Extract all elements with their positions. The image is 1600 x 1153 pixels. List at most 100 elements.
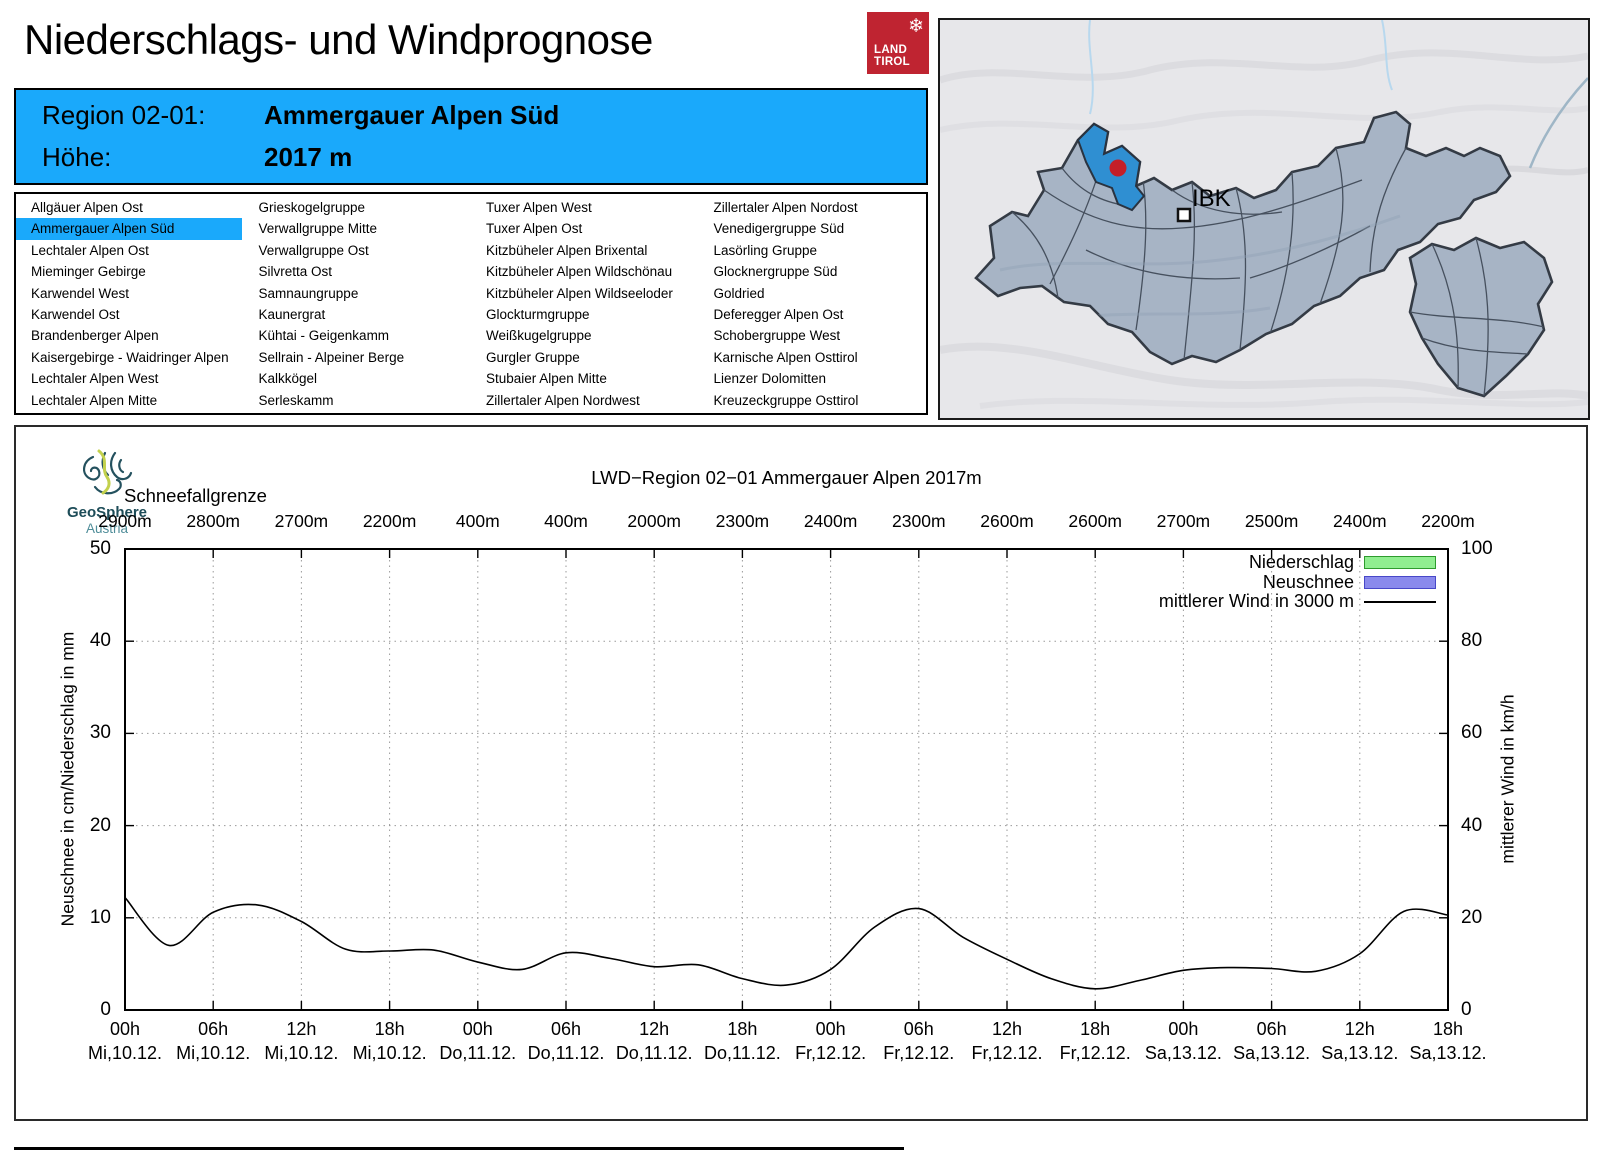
x-tick-date-label: Sa,13.12.	[1233, 1043, 1311, 1063]
region-list-item[interactable]: Lechtaler Alpen West	[31, 371, 159, 387]
region-list-item[interactable]: Serleskamm	[258, 392, 334, 408]
land-tirol-logo-text: LAND TIROL	[874, 44, 910, 68]
snowline-value: 2300m	[715, 511, 770, 531]
x-tick-hour-label: 12h	[1344, 1019, 1375, 1039]
region-selector-list: Allgäuer Alpen Ost Ammergauer Alpen Süd Le…	[14, 192, 928, 415]
x-tick-date-label: Mi,10.12.	[87, 1043, 163, 1063]
altitude-value: 2017 m	[264, 142, 353, 172]
x-tick-date-label: Fr,12.12.	[795, 1043, 867, 1063]
x-tick-hour-label: 12h	[991, 1019, 1023, 1039]
region-list-item[interactable]: Brandenberger Alpen	[31, 328, 159, 344]
region-list-item[interactable]: Gurgler Gruppe	[486, 349, 580, 365]
x-tick-date-label: Fr,12.12.	[883, 1043, 955, 1063]
snowline-value: 2200m	[1421, 511, 1475, 531]
bottom-divider-line	[14, 1147, 904, 1150]
x-tick-hour-label: 00h	[815, 1019, 846, 1039]
land-tirol-logo: ❄ LAND TIROL	[867, 12, 929, 74]
east-tirol-region	[1408, 236, 1554, 398]
region-list-item[interactable]: Kitzbüheler Alpen Brixental	[486, 242, 648, 258]
region-list-item-selected[interactable]: Ammergauer Alpen Süd	[16, 218, 242, 240]
region-list-item[interactable]: Sellrain - Alpeiner Berge	[258, 349, 405, 365]
region-list-item[interactable]: Tuxer Alpen Ost	[486, 221, 583, 237]
x-tick-date-label: Do,11.12.	[615, 1043, 693, 1063]
river-line	[1528, 77, 1589, 169]
region-list-column: Tuxer Alpen West Tuxer Alpen Ost Kitzbühel…	[471, 197, 697, 411]
x-tick-date-label: Do,11.12.	[704, 1043, 781, 1063]
region-list-item[interactable]: Glockturmgruppe	[486, 306, 590, 322]
region-list-item[interactable]: Zillertaler Alpen Nordwest	[486, 392, 640, 408]
legend-label: mittlerer Wind in 3000 m	[1158, 591, 1354, 612]
region-list-item[interactable]: Samnaungruppe	[258, 285, 359, 301]
region-list-item[interactable]: Zillertaler Alpen Nordost	[713, 200, 858, 215]
y-tick-label-right: 20	[1461, 906, 1483, 928]
legend-row: Niederschlag	[1159, 552, 1436, 573]
region-list-item[interactable]: Kitzbüheler Alpen Wildschönau	[486, 264, 673, 280]
region-list-item[interactable]: Kreuzeckgruppe Osttirol	[713, 392, 859, 408]
legend-bar-swatch	[1364, 575, 1436, 589]
snowline-value: 2600m	[980, 511, 1034, 531]
region-list-item[interactable]: Kaisergebirge - Waidringer Alpen	[31, 349, 229, 365]
region-list-item[interactable]: Lienzer Dolomitten	[713, 371, 827, 387]
x-tick-date-label: Mi,10.12.	[264, 1043, 339, 1063]
x-tick-hour-label: 18h	[727, 1019, 758, 1039]
region-info-row: Region 02-01: Ammergauer Alpen Süd	[42, 100, 559, 131]
region-list-item[interactable]: Deferegger Alpen Ost	[713, 306, 844, 322]
y-tick-label-right: 60	[1461, 722, 1483, 744]
inner-region-borders	[1410, 238, 1549, 396]
snowline-value: 2900m	[98, 511, 152, 531]
y-tick-label-left: 50	[89, 538, 111, 559]
region-list-item[interactable]: Grieskogelgruppe	[258, 200, 366, 215]
x-tick-date-label: Mi,10.12.	[352, 1043, 427, 1063]
region-list-item[interactable]: Tuxer Alpen West	[486, 200, 592, 215]
legend-row: Neuschnee	[1159, 572, 1436, 593]
region-list-item[interactable]: Lasörling Gruppe	[713, 242, 818, 258]
y-tick-label-left: 40	[89, 630, 111, 652]
legend-bar-swatch	[1364, 556, 1436, 570]
region-list-item[interactable]: Schobergruppe West	[713, 328, 841, 344]
region-list-column: Allgäuer Alpen Ost Ammergauer Alpen Süd Le…	[16, 197, 242, 411]
region-list-item[interactable]: Allgäuer Alpen Ost	[31, 200, 143, 215]
x-tick-date-label: Sa,13.12.	[1321, 1043, 1399, 1063]
region-list-item[interactable]: Silvretta Ost	[258, 264, 333, 280]
y-tick-label-left: 0	[100, 999, 111, 1020]
snowline-value: 2500m	[1244, 511, 1299, 531]
ibk-label: IBK	[1192, 185, 1231, 212]
region-list-item[interactable]: Karwendel Ost	[31, 306, 120, 322]
region-list-item[interactable]: Karwendel West	[31, 285, 130, 301]
y-tick-label-right: 100	[1461, 538, 1493, 559]
x-tick-hour-label: 12h	[286, 1019, 317, 1039]
region-value: Ammergauer Alpen Süd	[264, 100, 560, 130]
x-tick-date-label: Fr,12.12.	[971, 1043, 1043, 1063]
region-list-item[interactable]: Lechtaler Alpen Mitte	[31, 392, 158, 408]
region-label: Region 02-01:	[42, 100, 206, 130]
region-list-item[interactable]: Kaunergrat	[258, 306, 326, 322]
region-list-item[interactable]: Goldried	[713, 285, 765, 301]
region-list-item[interactable]: Karnische Alpen Osttirol	[713, 349, 858, 365]
region-list-item[interactable]: Venedigergruppe Süd	[713, 221, 845, 237]
tirol-region-map[interactable]: IBK	[938, 19, 1589, 418]
altitude-info-row: Höhe: 2017 m	[42, 142, 352, 173]
region-list-item[interactable]: Weißkugelgruppe	[486, 328, 592, 344]
geosphere-logo: GeoSphere Austria	[52, 447, 162, 536]
geosphere-country: Austria	[85, 521, 129, 536]
region-list-item[interactable]: Kitzbüheler Alpen Wildseeloder	[486, 285, 673, 301]
snowline-value: 2600m	[1068, 511, 1122, 531]
region-list-item[interactable]: Mieminger Gebirge	[31, 264, 146, 280]
geosphere-name: GeoSphere	[66, 504, 148, 521]
geosphere-logo-icon	[83, 449, 133, 495]
region-list-item[interactable]: Kalkkögel	[258, 371, 318, 387]
region-list-column: Zillertaler Alpen Nordost Venedigergruppe…	[699, 197, 925, 411]
region-list-item[interactable]: Verwallgruppe Ost	[258, 242, 369, 258]
y-tick-label-left: 30	[89, 722, 111, 744]
region-list-item[interactable]: Lechtaler Alpen Ost	[31, 242, 149, 258]
region-list-item[interactable]: Kühtai - Geigenkamm	[258, 328, 390, 344]
x-tick-date-label: Do,11.12.	[439, 1043, 517, 1063]
page-title: Niederschlags- und Windprognose	[24, 16, 653, 63]
snowline-value: 2800m	[186, 511, 240, 531]
region-list-item[interactable]: Glocknergruppe Süd	[713, 264, 838, 280]
chart-axis-labels: 2900m 2800m 2700m 2200m 400m 400m 2000m 2300m 24…	[16, 427, 1586, 1119]
snowline-value: 400m	[455, 511, 500, 531]
region-list-item[interactable]: Verwallgruppe Mitte	[258, 221, 378, 237]
region-list-item[interactable]: Stubaier Alpen Mitte	[486, 371, 607, 387]
